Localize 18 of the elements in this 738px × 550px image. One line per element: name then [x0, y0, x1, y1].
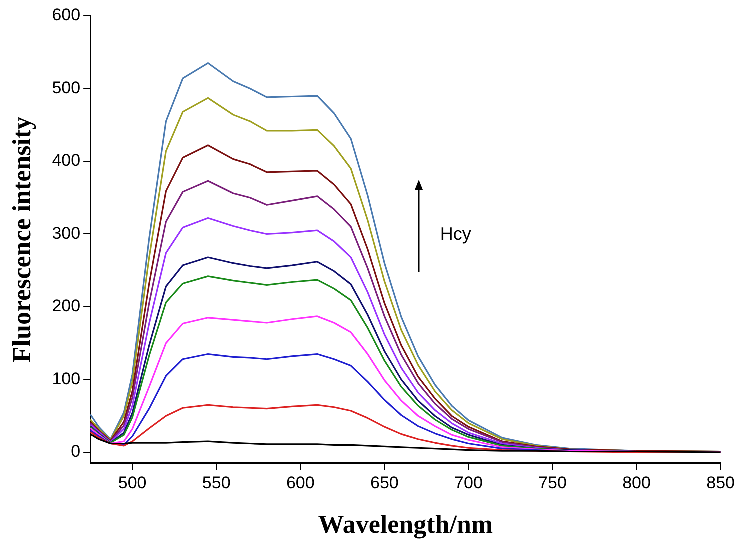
y-axis-title: Fluorescence intensity: [7, 116, 36, 363]
x-tick-label: 850: [706, 473, 736, 492]
y-tick-label: 100: [52, 369, 81, 388]
annotation: Hcy: [440, 224, 472, 244]
y-tick-label: 400: [52, 151, 81, 170]
x-tick-label: 650: [370, 473, 399, 492]
x-tick-label: 700: [454, 473, 483, 492]
x-axis-title: Wavelength/nm: [318, 510, 494, 540]
x-tick-label: 600: [286, 473, 315, 492]
x-tick-label: 500: [118, 473, 147, 492]
y-tick-label: 300: [52, 224, 81, 243]
x-tick-label: 750: [538, 473, 567, 492]
y-tick-label: 0: [71, 442, 81, 462]
y-tick-label: 600: [52, 6, 81, 25]
y-tick-label: 500: [52, 78, 81, 98]
x-tick-label: 800: [622, 473, 651, 492]
y-tick-label: 200: [52, 296, 81, 316]
x-tick-label: 550: [202, 473, 231, 492]
